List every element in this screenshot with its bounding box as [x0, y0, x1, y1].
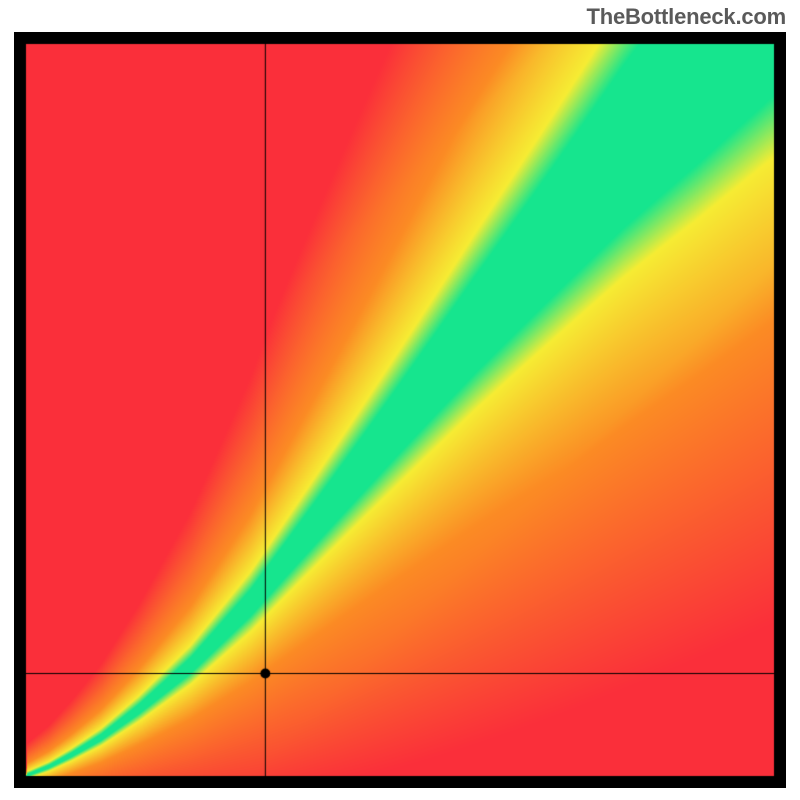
watermark-text: TheBottleneck.com: [586, 4, 786, 30]
bottleneck-heatmap: [14, 32, 786, 788]
bottleneck-heatmap-container: [14, 32, 786, 788]
